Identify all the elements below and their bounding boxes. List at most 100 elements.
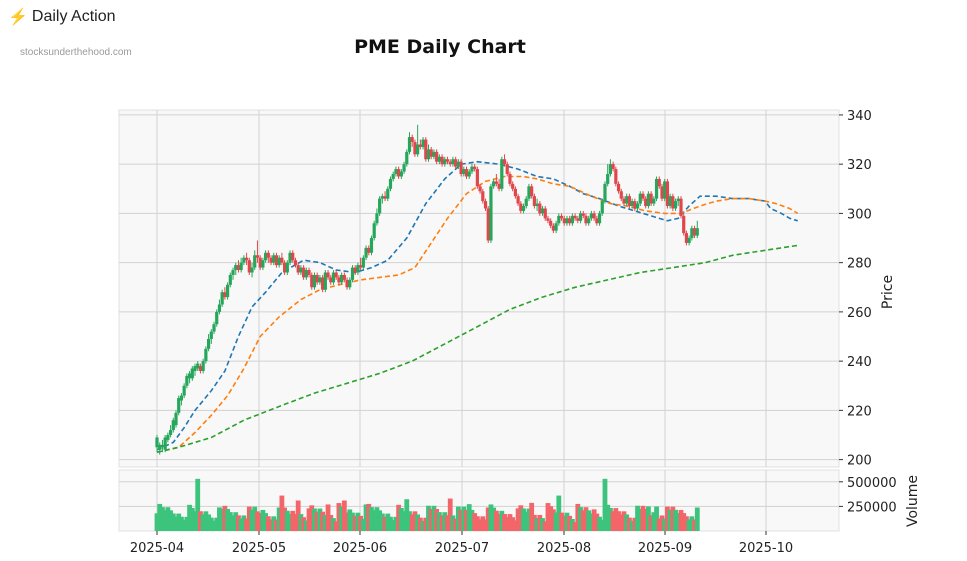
candle-body (554, 223, 558, 231)
candle-body (483, 201, 488, 209)
volume-bar (632, 517, 638, 531)
volume-bar (431, 505, 437, 531)
volume-bar (423, 517, 429, 531)
volume-bar (409, 514, 415, 531)
candle-body (399, 171, 403, 177)
candle-body (266, 252, 270, 258)
candle-body (473, 166, 477, 170)
volume-bar (583, 507, 589, 531)
volume-bar (255, 511, 260, 531)
volume-bar (589, 513, 594, 531)
candle-body (595, 218, 599, 224)
volume-bar (385, 513, 391, 531)
candle-body (364, 247, 368, 258)
x-tick-label: 2025-04 (130, 541, 184, 556)
candle-body (179, 395, 184, 401)
candle-body (367, 247, 371, 253)
candle-body (413, 142, 417, 155)
candle-body (475, 169, 479, 187)
volume-bar (564, 512, 570, 531)
candle-body (283, 262, 287, 273)
volume-bar (512, 520, 518, 531)
candle-body (445, 159, 450, 162)
candle-body (622, 198, 626, 204)
volume-bar (189, 507, 195, 531)
volume-bar (510, 517, 516, 531)
candle-body (684, 233, 689, 243)
candle-body (606, 174, 610, 184)
candle-body (421, 139, 425, 147)
volume-bar (445, 515, 450, 531)
candle-body (272, 255, 276, 263)
volume-bar (176, 513, 182, 531)
volume-bar (692, 519, 697, 531)
candle-body (426, 149, 431, 160)
candle-body (559, 215, 564, 219)
candle-body (340, 274, 344, 283)
candle-body (456, 161, 460, 167)
candle-body (196, 363, 200, 369)
volume-bar (548, 506, 554, 531)
volume-bar (168, 510, 173, 531)
candle-body (307, 270, 311, 275)
volume-bar (344, 512, 350, 531)
candle-body (660, 186, 664, 199)
candle-body (644, 198, 648, 207)
candle-body (361, 257, 365, 268)
volume-bar (157, 503, 163, 531)
candle-body (228, 274, 232, 285)
volume-bar (274, 519, 279, 531)
candle-body (378, 198, 382, 214)
brand: ⚡ Daily Action (8, 7, 116, 27)
volume-bar (651, 512, 657, 531)
volume-bar (325, 504, 331, 531)
volume-bar (160, 507, 165, 531)
candle-body (521, 206, 526, 211)
candle-body (356, 265, 360, 273)
volume-bar (360, 518, 366, 531)
candle-body (158, 444, 162, 450)
candle-body (388, 178, 393, 189)
y-tick-label: 240 (847, 355, 872, 370)
candle-body (223, 292, 227, 298)
candle-body (269, 257, 273, 263)
candle-body (530, 186, 534, 197)
volume-bar (219, 508, 225, 531)
candle-body (372, 223, 376, 239)
volume-bar (268, 519, 274, 531)
candle-body (380, 196, 384, 199)
volume-bar (320, 511, 326, 531)
volume-bar (374, 507, 380, 531)
candle-body (348, 279, 352, 288)
moving-average-line (156, 244, 798, 453)
candle-body (551, 225, 555, 231)
volume-bar (173, 516, 179, 531)
candle-body (663, 181, 667, 199)
volume-bar (336, 503, 342, 531)
moving-average-line (156, 160, 798, 451)
candle-body (255, 255, 260, 258)
volume-bar (244, 518, 249, 531)
candle-body (448, 161, 452, 165)
volume-bar (534, 518, 540, 531)
candle-body (383, 196, 387, 199)
candle-body (394, 169, 398, 175)
candle-body (627, 196, 632, 207)
candle-body (318, 277, 322, 283)
volume-bar (670, 506, 676, 531)
volume-bar (689, 516, 695, 531)
candle-body (573, 215, 577, 219)
volume-bar (569, 518, 575, 531)
volume-bar (369, 507, 374, 531)
volume-bar (390, 519, 396, 531)
volume-bar (396, 504, 402, 531)
volume-bar (363, 504, 369, 531)
volume-bar (637, 508, 643, 531)
volume-bar (393, 516, 399, 531)
volume-bar (472, 513, 478, 531)
volume-bar (488, 504, 494, 531)
volume-bar (678, 509, 684, 531)
volume-bar (314, 511, 320, 531)
volume-bar (309, 505, 315, 531)
candle-body (513, 188, 517, 197)
